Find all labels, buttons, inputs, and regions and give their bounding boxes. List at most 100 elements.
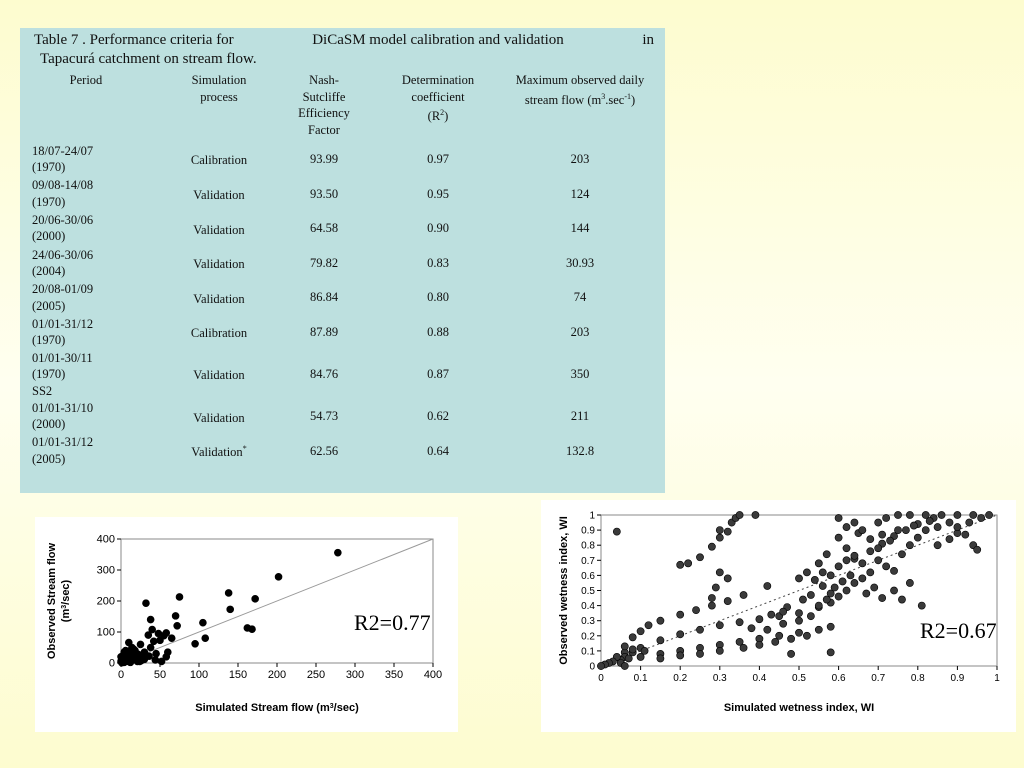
data-point [628,633,637,642]
process-label: Validation [193,188,245,203]
data-point [905,541,914,550]
data-point [767,610,776,619]
cell-max-flow: 203 [570,152,590,167]
x-tick-label: 250 [307,669,325,681]
y-tick-label: 1 [589,511,595,522]
data-point [620,642,629,651]
data-point [715,621,724,630]
header-maxflow: Maximum observed daily stream flow (m3.s… [500,72,660,142]
data-point [846,571,855,580]
data-point [676,560,685,569]
y-tick-label: 0 [589,662,595,673]
cell-nse: 86.84 [309,290,339,305]
data-point [739,643,748,652]
data-point [909,521,918,530]
data-point [787,634,795,643]
data-point [224,589,233,597]
data-point [834,514,843,522]
wetness-scatter-chart: 0 0.1 0.2 0.3 0.4 0.5 0.6 0.7 0.8 0.9 1 0 0.1 0.2 0.3 0… [558,511,1000,715]
period-line: 01/01-30/11 [32,350,93,365]
data-point [818,568,827,577]
cell-r2: 0.88 [427,325,449,340]
y-tick-label: 0.7 [581,556,595,567]
x-tick-label: 0 [598,673,604,684]
x-tick-label: 0.2 [673,673,687,684]
data-point [898,550,906,559]
table-row: 01/01-30/11 (1970) SS2 Validation 84.76 0.87 3… [24,350,660,400]
table-row: 09/08-14/08 (1970) Validation 93.50 0.95 124 [24,177,660,212]
cell-r2: 0.87 [427,367,449,382]
x-tick-label: 50 [154,669,166,681]
x-tick-label: 300 [346,669,364,681]
cell-max-flow: 124 [570,186,590,201]
x-tick-label: 0.4 [752,673,766,684]
data-point [173,622,181,630]
x-axis-label: Simulated Stream flow (m3/sec) [195,702,359,714]
data-point [878,594,887,602]
cell-period: 09/08-14/08 (1970) [24,177,166,212]
streamflow-scatter-chart: 0 50 100 150 200 250 300 350 400 0 100 200 300 400 Sim… [46,534,442,715]
cell-r2: 0.83 [427,255,449,270]
data-point [822,550,831,559]
y-tick-label: 0.2 [581,631,595,642]
data-point [913,533,922,542]
data-point [834,592,843,601]
data-point [886,536,894,545]
process-label: Calibration [190,153,248,168]
data-point [874,556,883,565]
period-line: (1970) [32,160,66,175]
data-point [858,559,867,568]
data-point [787,650,795,658]
data-point [806,591,815,599]
data-point [842,523,851,531]
y-axis-label: Observed Stream flow (m3/sec) [46,542,72,659]
data-point [953,523,962,531]
data-point [866,547,875,556]
data-point [154,629,163,638]
data-point [676,630,685,639]
data-point [921,526,930,534]
header-nse-line2: Sutcliffe [302,89,346,104]
header-r2-line3: (R2) [427,108,449,124]
period-line: (2000) [32,417,66,432]
data-point [201,634,210,642]
cell-simulation-process: Validation [166,280,272,315]
data-point [696,625,704,634]
data-point [834,533,843,542]
data-point [707,542,716,551]
header-r2-line2: coefficient [411,89,465,104]
cell-simulation-process: Calibration [166,315,272,350]
data-point [826,589,835,598]
y-axis-label-line1: Observed Stream flow [46,542,58,659]
cell-simulation-process: Validation [166,350,272,400]
cell-nse: 93.50 [309,186,339,201]
data-point [117,653,125,661]
data-point [878,530,887,539]
data-point [779,619,788,628]
data-point [676,610,685,619]
data-point [894,526,902,534]
data-point [795,574,803,583]
cell-max-flow: 211 [570,409,590,424]
data-point [763,582,772,590]
y-tick-label: 0.1 [581,646,595,657]
data-point [656,636,665,645]
period-line: (1970) [32,367,66,382]
data-point [937,511,946,519]
data-point [152,649,160,658]
table-body: 18/07-24/07 (1970) Calibration 93.99 0.97 203… [24,142,660,468]
header-maxflow-line2: stream flow (m3.sec-1) [524,91,636,107]
process-label: Calibration [190,326,248,341]
data-point [248,625,256,634]
data-point [973,545,982,554]
data-point [251,595,259,603]
header-r2-line1: Determination [401,73,475,87]
y-tick-label: 0 [109,658,115,670]
data-point [640,646,649,655]
cell-r2: 0.95 [427,186,449,201]
data-point [636,653,645,661]
data-point [822,595,831,604]
data-point [612,527,621,536]
period-line: (1970) [32,333,66,348]
period-line: (2000) [32,229,66,244]
